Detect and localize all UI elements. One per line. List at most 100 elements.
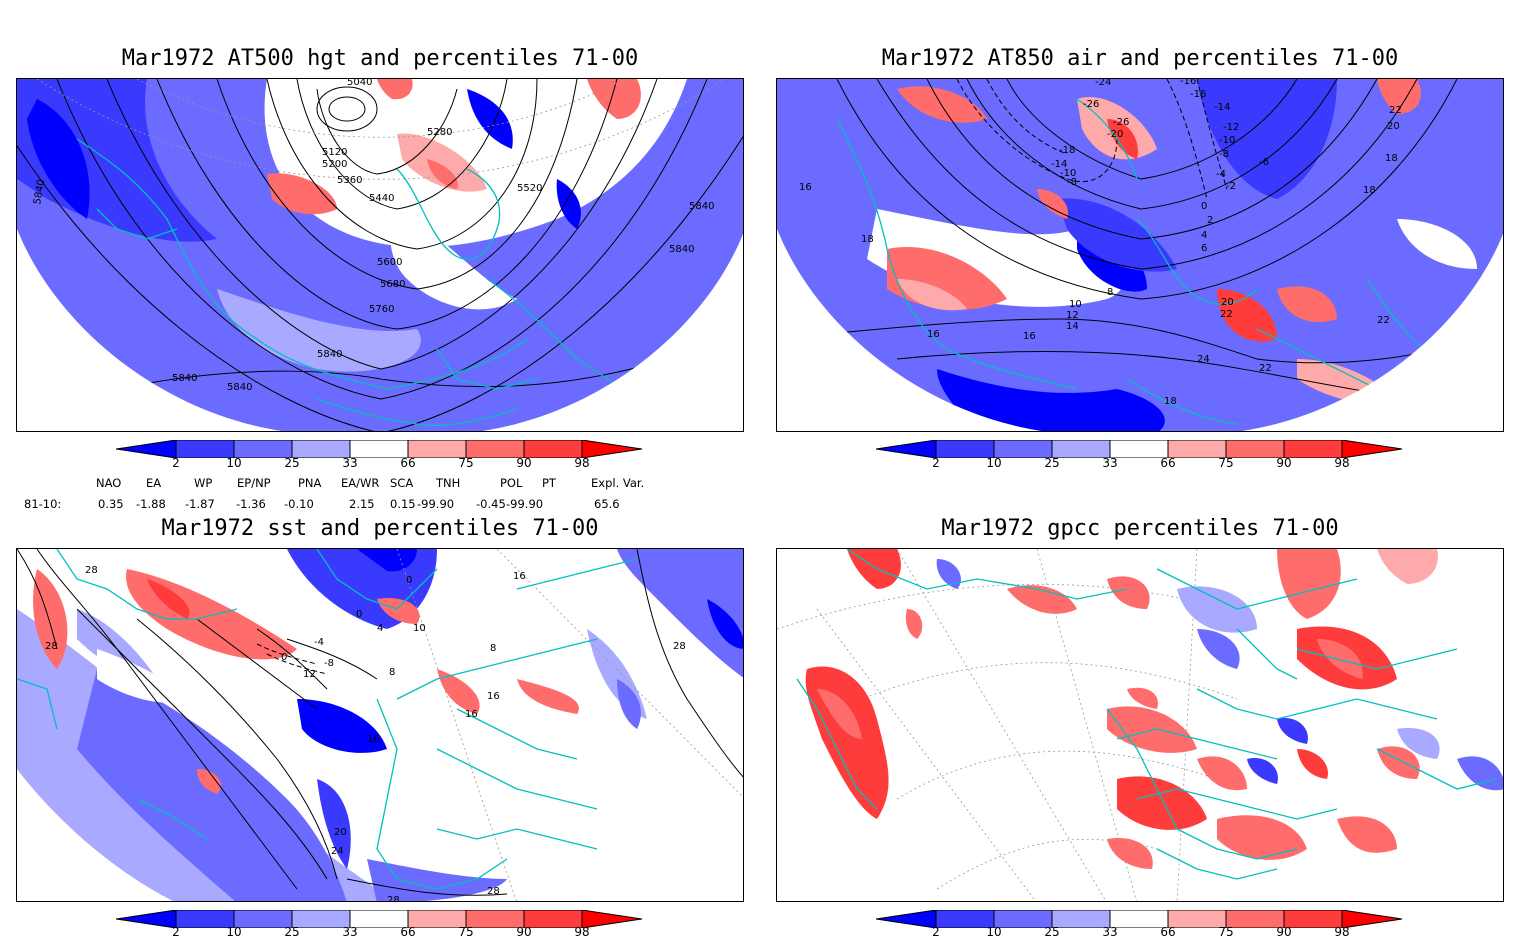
index-value: -0.10: [284, 497, 314, 511]
index-value: -1.88: [136, 497, 166, 511]
colorbar-swatch-25-33: [1052, 440, 1110, 458]
contour-label: 4: [377, 623, 383, 634]
colorbar-tick: 90: [1276, 456, 1292, 470]
map-panel-gpcc: [776, 548, 1504, 902]
index-value: -99.90: [417, 497, 455, 511]
hemisphere-mask: [777, 229, 1503, 431]
contour-label: 5360: [337, 175, 362, 186]
contour-label: 5120: [322, 147, 347, 158]
colorbar-tick: 33: [1102, 925, 1118, 939]
colorbar-tick: 25: [1044, 925, 1060, 939]
colorbar-swatch-25-33: [1052, 910, 1110, 928]
contour-label: 28: [673, 641, 686, 652]
colorbar-swatch-33-66: [1110, 910, 1168, 928]
colorbar-tick: 66: [400, 456, 416, 470]
contour-label: 20: [1221, 297, 1234, 308]
contour-label: 20: [1387, 121, 1400, 132]
colorbar-tick: 2: [172, 456, 180, 470]
contour-label: 12: [303, 669, 316, 680]
colorbar-swatch-below-2: [876, 910, 936, 928]
colorbar-swatch-66-75: [1168, 910, 1226, 928]
colorbar-swatch-below-2: [116, 910, 176, 928]
panel-title-gpcc: Mar1972 gpcc percentiles 71-00: [941, 516, 1339, 541]
colorbar-tick: 98: [1334, 925, 1350, 939]
contour-label: -6: [1259, 157, 1269, 168]
panel-title-air850: Mar1972 AT850 air and percentiles 71-00: [881, 46, 1399, 71]
contour-label: -8: [1067, 177, 1077, 188]
colorbar-swatch-33-66: [350, 440, 408, 458]
contour-label: 0: [1201, 201, 1207, 212]
contour-label: -12: [1223, 122, 1239, 133]
contour-label: 5680: [380, 279, 405, 290]
contour-label: 8: [389, 667, 395, 678]
colorbar-swatch-90-98: [1284, 910, 1342, 928]
panel-title-hgt500: Mar1972 AT500 hgt and percentiles 71-00: [121, 46, 639, 71]
colorbar-swatch-25-33: [292, 910, 350, 928]
contour-label: 28: [387, 895, 400, 902]
colorbar-swatch-66-75: [1168, 440, 1226, 458]
index-value: 65.6: [594, 497, 620, 511]
colorbar-swatch-2-10: [936, 440, 994, 458]
contour-label: 22: [1259, 363, 1272, 374]
index-value: -0.45: [476, 497, 506, 511]
index-header: EA/WR: [341, 476, 380, 490]
index-header: TNH: [436, 476, 461, 490]
index-value: 0.35: [98, 497, 124, 511]
contour-label: 5840: [669, 244, 694, 255]
colorbar-swatch-90-98: [524, 910, 582, 928]
colorbar-tick: 90: [516, 925, 532, 939]
colorbar-swatch-10-25: [994, 440, 1052, 458]
colorbar-tick: 2: [172, 925, 180, 939]
contour-label: 4: [1201, 230, 1207, 241]
contour-label: 5840: [32, 178, 47, 205]
contour-label: 16: [465, 709, 478, 720]
contour-label: 14: [1066, 321, 1079, 332]
contour-label: 28: [45, 641, 58, 652]
contour-label: 24: [1197, 354, 1210, 365]
colorbar-tick: 98: [574, 456, 590, 470]
contour-labels-air850: -24 -26 -26 -20 -18 -14 -10 -8 -16 -16 -…: [799, 79, 1402, 407]
colorbar-tick: 10: [986, 925, 1002, 939]
index-header: EP/NP: [237, 476, 271, 490]
colorbar-swatch-above-98: [582, 910, 642, 928]
colorbar-swatch-33-66: [350, 910, 408, 928]
contour-label: 22: [1220, 309, 1233, 320]
index-header: POL: [500, 476, 523, 490]
colorbar-swatch-above-98: [1342, 910, 1402, 928]
contour-label: 10: [413, 623, 426, 634]
contour-label: 5440: [369, 193, 394, 204]
colorbar-tick: 75: [458, 925, 474, 939]
contour-labels-hgt500: 5040 5120 5200 5280 5360 5440 5520 5600 …: [32, 79, 714, 393]
colorbar-air850: [876, 440, 1403, 458]
contour-label: -20: [1107, 129, 1123, 140]
contour-label: 24: [331, 846, 344, 857]
colorbar-swatch-75-90: [466, 910, 524, 928]
colorbar-swatch-25-33: [292, 440, 350, 458]
index-value: -99.90: [506, 497, 544, 511]
contour-label: 5200: [322, 159, 347, 170]
colorbar-tick: 90: [1276, 925, 1292, 939]
colorbar-swatch-above-98: [582, 440, 642, 458]
contour-label: 5280: [427, 127, 452, 138]
colorbar-tick: 10: [226, 925, 242, 939]
contour-label: -2: [1226, 181, 1236, 192]
contour-label: -24: [1095, 79, 1111, 88]
index-value: 0.15: [390, 497, 416, 511]
colorbar-swatch-below-2: [876, 440, 936, 458]
colorbar-tick: 66: [1160, 456, 1176, 470]
index-row-label: 81-10:: [24, 497, 62, 511]
colorbar-swatch-75-90: [1226, 440, 1284, 458]
colorbar-sst: [116, 910, 643, 928]
contour-label: -10: [1060, 168, 1076, 179]
index-header: PT: [542, 476, 556, 490]
contour-label: 16: [799, 182, 812, 193]
colorbar-tick: 33: [342, 925, 358, 939]
contour-label: 20: [334, 827, 347, 838]
contour-labels-sst: 28 28 28 28 0 0 0 -4 4 -8 12 8 16 16 16 …: [45, 565, 686, 902]
colorbar-swatch-10-25: [234, 440, 292, 458]
index-header: EA: [146, 476, 162, 490]
colorbar-swatch-33-66: [1110, 440, 1168, 458]
colorbar-tick: 66: [400, 925, 416, 939]
contour-label: 0: [406, 575, 412, 586]
contour-label: 5840: [689, 201, 714, 212]
